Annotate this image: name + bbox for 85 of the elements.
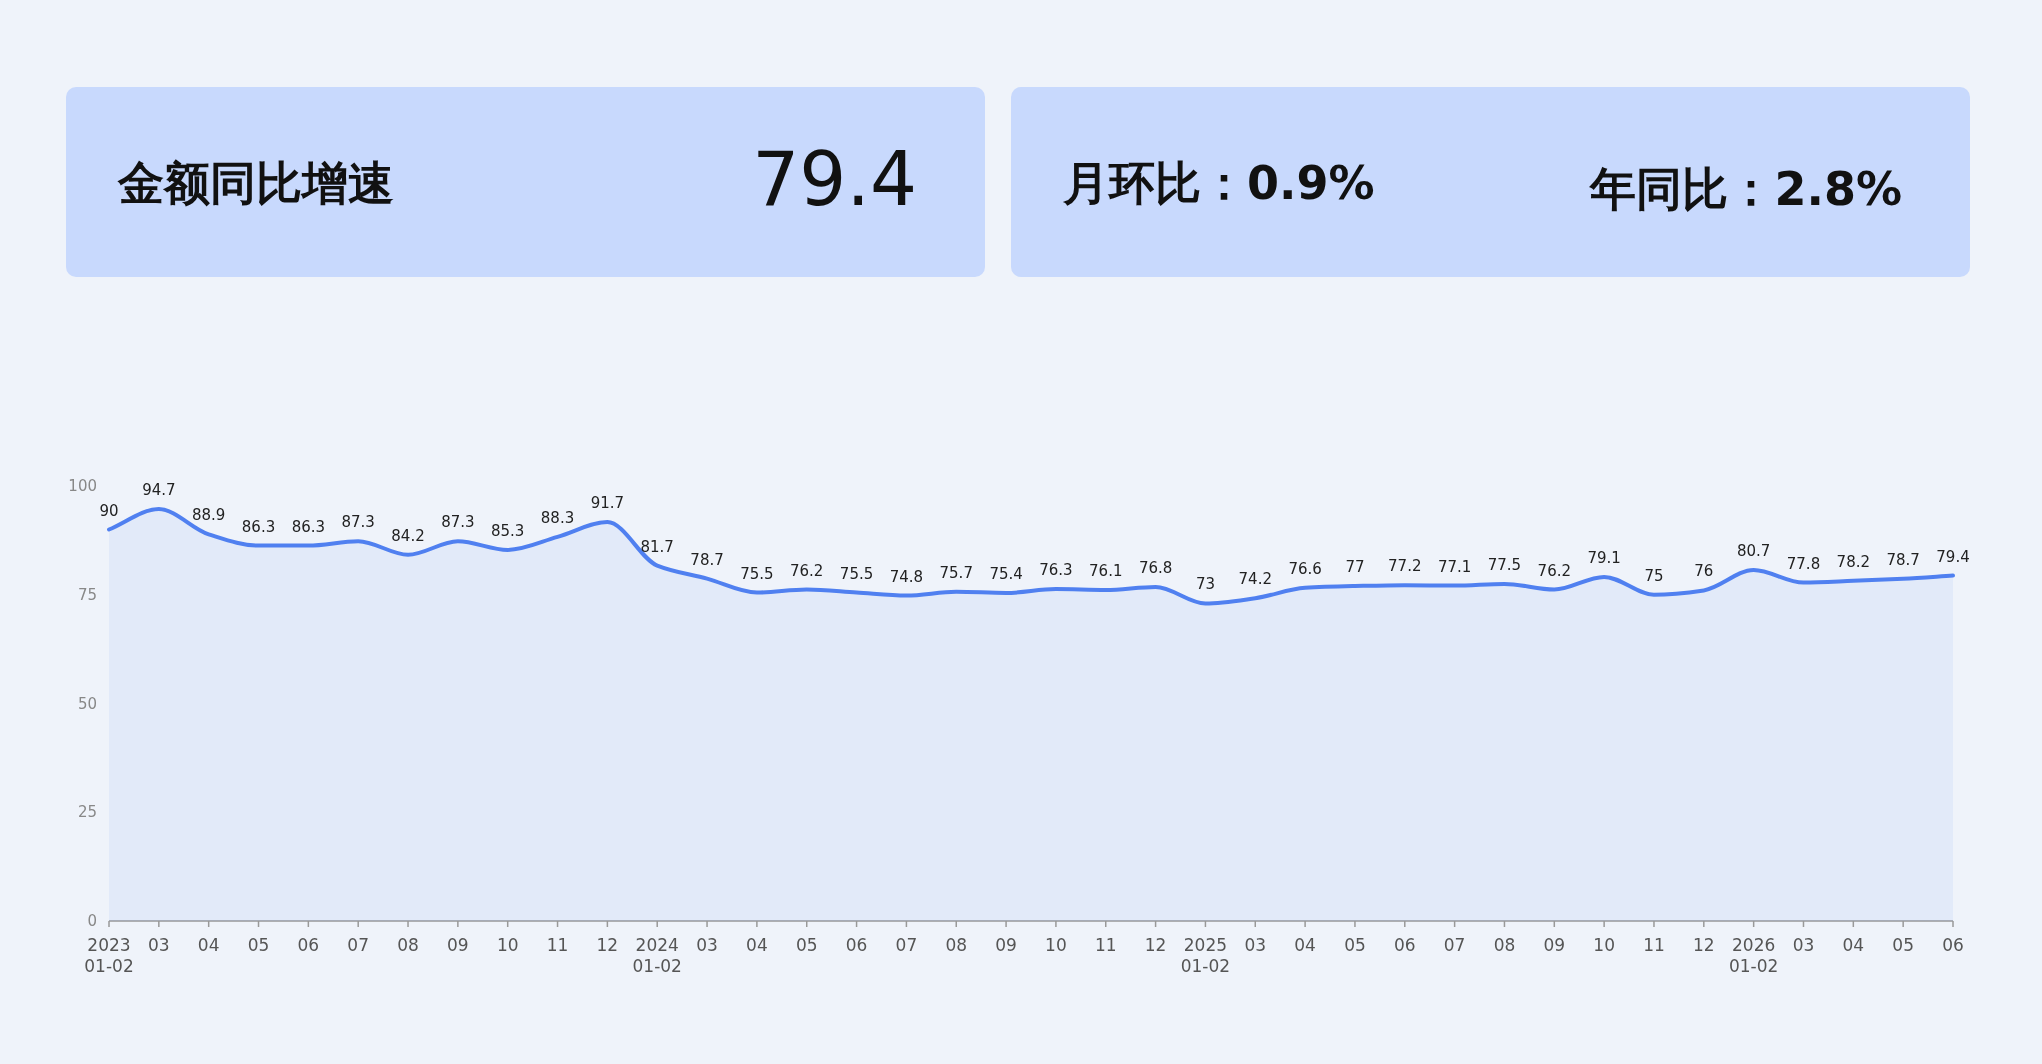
text: 年同比：2.8% — [1588, 162, 1902, 216]
y-tick-label: 50 — [77, 694, 97, 713]
data-label: 86.3 — [241, 517, 276, 536]
data-label: 76.2 — [790, 561, 824, 580]
data-label: 87.3 — [441, 513, 475, 532]
x-tick-label: 03 — [148, 935, 170, 955]
x-tick-label: 05 — [1892, 935, 1914, 955]
data-label: 75.4 — [989, 565, 1023, 584]
text: 金额同比增速 — [117, 156, 394, 210]
x-tick-label: 11 — [1643, 935, 1665, 955]
y-tick-label: 100 — [68, 477, 97, 495]
data-label: 85.3 — [491, 521, 525, 540]
data-label: 75.7 — [939, 563, 973, 582]
x-tick-label: 06 — [1393, 935, 1416, 955]
x-tick-label: 12 — [1144, 935, 1167, 955]
text: 79.4 — [752, 136, 917, 222]
data-label: 88.9 — [191, 506, 226, 525]
data-label: 90 — [99, 501, 119, 520]
data-label: 78.7 — [690, 550, 724, 569]
data-label: 77.8 — [1786, 554, 1821, 573]
data-label: 74.2 — [1238, 570, 1272, 589]
data-label: 88.3 — [540, 508, 575, 527]
x-tick-label: 06 — [1942, 935, 1964, 955]
data-label: 81.7 — [640, 537, 674, 556]
data-label: 79.4 — [1936, 547, 1970, 566]
x-tick-label: 2026 01-02 — [1728, 935, 1779, 976]
x-tick-label: 09 — [995, 935, 1017, 955]
data-label: 94.7 — [142, 481, 176, 500]
x-tick-label: 06 — [297, 935, 320, 955]
x-tick-label: 08 — [1493, 935, 1516, 955]
x-tick-label: 03 — [1244, 935, 1267, 955]
data-label: 76.6 — [1288, 559, 1322, 578]
y-tick-label: 25 — [77, 803, 97, 822]
x-tick-label: 2024 01-02 — [632, 935, 682, 976]
data-label: 76.8 — [1138, 558, 1173, 577]
text: 月环比：0.9% — [1062, 156, 1375, 210]
x-tick-label: 05 — [247, 935, 270, 955]
x-tick-label: 03 — [696, 935, 718, 955]
data-label: 79.1 — [1587, 548, 1621, 567]
x-tick-label: 06 — [845, 935, 868, 955]
x-tick-label: 11 — [1094, 935, 1117, 955]
data-label: 76.3 — [1039, 561, 1073, 580]
data-label: 75 — [1644, 566, 1664, 585]
data-label: 77.2 — [1388, 557, 1422, 576]
x-tick-label: 05 — [1344, 935, 1366, 955]
data-label: 77.5 — [1487, 555, 1522, 574]
x-tick-label: 10 — [1593, 935, 1615, 955]
data-label: 75.5 — [740, 564, 774, 583]
x-tick-label: 04 — [197, 935, 220, 955]
data-label: 78.2 — [1836, 552, 1871, 571]
x-tick-label: 10 — [1045, 935, 1067, 955]
x-tick-label: 04 — [1842, 935, 1865, 955]
x-tick-label: 07 — [1443, 935, 1466, 955]
data-label: 75.5 — [839, 564, 874, 583]
data-label: 76.1 — [1089, 561, 1123, 580]
x-tick-label: 05 — [795, 935, 818, 955]
x-tick-label: 12 — [596, 935, 619, 955]
data-label: 76 — [1694, 562, 1714, 581]
x-tick-label: 04 — [746, 935, 768, 955]
x-tick-label: 08 — [397, 935, 419, 955]
data-label: 86.3 — [291, 517, 326, 536]
x-tick-label: 07 — [895, 935, 918, 955]
data-label: 76.2 — [1537, 561, 1571, 580]
data-label: 87.3 — [341, 513, 375, 532]
data-label: 78.7 — [1886, 550, 1920, 569]
data-label: 80.7 — [1736, 541, 1771, 560]
x-tick-label: 12 — [1692, 935, 1715, 955]
data-label: 91.7 — [590, 494, 625, 513]
x-tick-label: 08 — [945, 935, 968, 955]
x-tick-label: 03 — [1792, 935, 1815, 955]
data-label: 74.8 — [889, 567, 924, 586]
x-tick-label: 09 — [447, 935, 469, 955]
y-tick-label: 75 — [77, 585, 97, 604]
x-tick-label: 09 — [1543, 935, 1566, 955]
data-label: 77 — [1345, 558, 1365, 577]
data-label: 73 — [1195, 575, 1215, 594]
x-tick-label: 07 — [347, 935, 370, 955]
x-tick-label: 2023 01-02 — [84, 935, 134, 976]
x-tick-label: 10 — [496, 935, 519, 955]
x-tick-label: 11 — [546, 935, 569, 955]
x-tick-label: 2025 01-02 — [1180, 935, 1231, 976]
data-label: 77.1 — [1437, 557, 1472, 576]
y-tick-label: 0 — [87, 912, 97, 930]
data-label: 84.2 — [391, 526, 425, 545]
x-tick-label: 04 — [1294, 935, 1316, 955]
